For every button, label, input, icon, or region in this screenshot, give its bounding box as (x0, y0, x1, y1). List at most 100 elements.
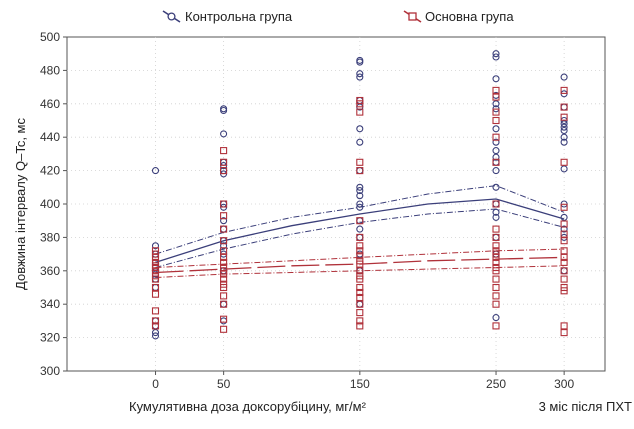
point-main-2 (151, 253, 160, 261)
point-main-91 (560, 287, 568, 295)
trend-line-control (155, 198, 565, 264)
point-main-50 (356, 288, 364, 297)
x-tick-label-4: 300 (554, 377, 574, 391)
x-tick-label-1: 50 (217, 377, 231, 391)
point-main-68 (492, 253, 500, 261)
point-main-9 (151, 283, 160, 292)
point-main-26 (220, 270, 228, 278)
data-points (151, 50, 568, 340)
legend-item-main: Основна група (403, 9, 514, 24)
point-main-57 (492, 93, 500, 101)
point-main-41 (356, 242, 364, 250)
point-main-51 (356, 293, 364, 302)
point-control-35 (356, 125, 364, 133)
point-main-83 (560, 230, 568, 238)
point-main-20 (220, 237, 228, 245)
point-control-68 (560, 73, 568, 81)
y-tick-label-9: 480 (40, 63, 60, 77)
point-main-13 (151, 322, 160, 330)
point-main-87 (560, 258, 568, 266)
point-control-31 (356, 70, 364, 78)
point-control-56 (492, 138, 500, 146)
point-main-92 (560, 322, 568, 330)
point-control-74 (560, 126, 568, 135)
point-control-38 (356, 183, 364, 191)
point-main-71 (492, 267, 500, 275)
point-control-53 (492, 100, 500, 108)
point-main-64 (492, 233, 500, 241)
x-axis-extra-label: 3 міс після ПХТ (539, 399, 632, 414)
point-control-63 (492, 208, 500, 216)
point-main-18 (220, 212, 228, 220)
point-main-56 (492, 86, 500, 94)
point-control-49 (492, 50, 500, 58)
y-axis-ticks: 300 320 340 360 380 400 420 440 460 480 500 (40, 30, 67, 378)
y-tick-label-5: 400 (40, 197, 60, 211)
point-main-81 (560, 203, 568, 211)
legend-marker-control (167, 12, 176, 21)
x-axis-title: Кумулятивна доза доксорубіцину, мг/м² (129, 399, 367, 414)
point-main-85 (560, 247, 568, 255)
point-control-11 (151, 332, 160, 340)
point-main-53 (356, 309, 364, 317)
y-tick-label-8: 460 (40, 97, 60, 111)
point-control-64 (492, 213, 500, 221)
x-tick-label-0: 0 (152, 377, 159, 391)
point-control-72 (560, 120, 568, 128)
grid (67, 37, 605, 371)
y-tick-label-1: 320 (40, 331, 60, 345)
point-main-79 (560, 113, 568, 121)
point-control-79 (560, 213, 568, 221)
y-tick-label-3: 360 (40, 264, 60, 278)
point-main-76 (492, 322, 500, 330)
point-main-29 (220, 283, 228, 292)
x-tick-label-3: 250 (486, 377, 506, 391)
point-main-36 (356, 108, 364, 116)
point-main-86 (560, 253, 568, 261)
point-control-40 (356, 192, 364, 200)
point-control-39 (356, 187, 364, 195)
point-control-50 (492, 53, 500, 61)
y-tick-label-6: 420 (40, 164, 60, 178)
point-main-8 (151, 275, 160, 283)
legend-item-control: Контрольна група (162, 9, 293, 24)
point-main-21 (220, 247, 228, 255)
y-tick-label-2: 340 (40, 297, 60, 311)
point-main-73 (492, 283, 500, 292)
point-main-39 (356, 217, 364, 225)
point-main-58 (492, 108, 500, 116)
point-main-59 (492, 116, 500, 125)
point-main-16 (220, 167, 228, 175)
y-tick-label-4: 380 (40, 230, 60, 244)
point-main-40 (356, 233, 364, 241)
point-main-72 (492, 275, 500, 283)
point-main-80 (560, 158, 568, 166)
point-main-93 (560, 329, 568, 337)
point-main-49 (356, 283, 364, 292)
point-control-42 (356, 203, 364, 211)
point-control-41 (356, 200, 364, 208)
point-main-14 (220, 147, 228, 155)
y-axis-title: Довжина інтервалу Q–Tc, мс (13, 118, 28, 290)
legend-label-control: Контрольна група (185, 9, 293, 24)
point-main-38 (356, 167, 364, 175)
point-main-78 (560, 103, 568, 111)
point-main-48 (356, 275, 364, 283)
point-main-10 (151, 290, 160, 298)
point-control-73 (560, 123, 568, 131)
point-control-67 (492, 314, 500, 322)
point-control-61 (492, 183, 500, 191)
point-main-32 (220, 315, 228, 323)
point-main-54 (356, 317, 364, 325)
point-control-14 (220, 130, 228, 138)
legend-marker-main (408, 12, 417, 21)
point-main-12 (151, 317, 160, 325)
point-main-27 (220, 275, 228, 283)
point-control-10 (151, 329, 160, 337)
point-main-6 (151, 267, 160, 275)
point-control-24 (220, 242, 228, 250)
point-main-37 (356, 158, 364, 166)
point-main-11 (151, 307, 160, 315)
point-main-60 (492, 133, 500, 141)
x-tick-label-2: 150 (350, 377, 370, 391)
